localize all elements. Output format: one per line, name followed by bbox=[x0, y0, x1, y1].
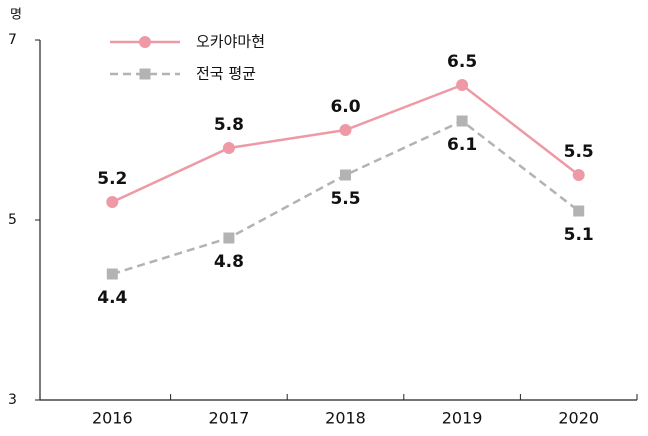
y-tick-label: 3 bbox=[8, 392, 17, 408]
data-point bbox=[223, 232, 235, 244]
data-label: 6.5 bbox=[447, 52, 477, 72]
legend-marker bbox=[139, 36, 151, 48]
data-point bbox=[340, 169, 351, 181]
legend-label: 오카야마현 bbox=[196, 33, 265, 51]
data-label: 5.5 bbox=[330, 189, 360, 209]
data-label: 6.0 bbox=[330, 97, 360, 117]
data-label: 5.5 bbox=[564, 142, 594, 162]
x-tick-label: 2017 bbox=[209, 409, 250, 428]
data-label: 6.1 bbox=[447, 135, 477, 155]
data-label: 5.2 bbox=[97, 169, 127, 189]
data-point bbox=[106, 268, 118, 280]
data-label: 4.4 bbox=[97, 288, 127, 308]
data-point bbox=[572, 169, 585, 181]
legend-marker bbox=[139, 68, 151, 80]
data-label: 4.8 bbox=[214, 252, 244, 272]
data-point bbox=[106, 196, 119, 208]
x-tick-label: 2016 bbox=[92, 409, 133, 428]
data-label: 5.1 bbox=[564, 225, 594, 245]
y-tick-label: 7 bbox=[8, 32, 17, 48]
x-tick-label: 2019 bbox=[442, 409, 483, 428]
legend-label: 전국 평균 bbox=[196, 65, 256, 83]
y-axis-label: 명 bbox=[10, 8, 22, 23]
data-label: 5.8 bbox=[214, 115, 244, 135]
data-point bbox=[339, 124, 352, 136]
x-tick-label: 2018 bbox=[325, 409, 366, 428]
data-point bbox=[456, 115, 468, 127]
data-point bbox=[456, 79, 469, 91]
data-point bbox=[222, 142, 235, 154]
x-tick-label: 2020 bbox=[558, 409, 599, 428]
y-tick-label: 5 bbox=[8, 212, 17, 228]
data-point bbox=[573, 205, 585, 217]
